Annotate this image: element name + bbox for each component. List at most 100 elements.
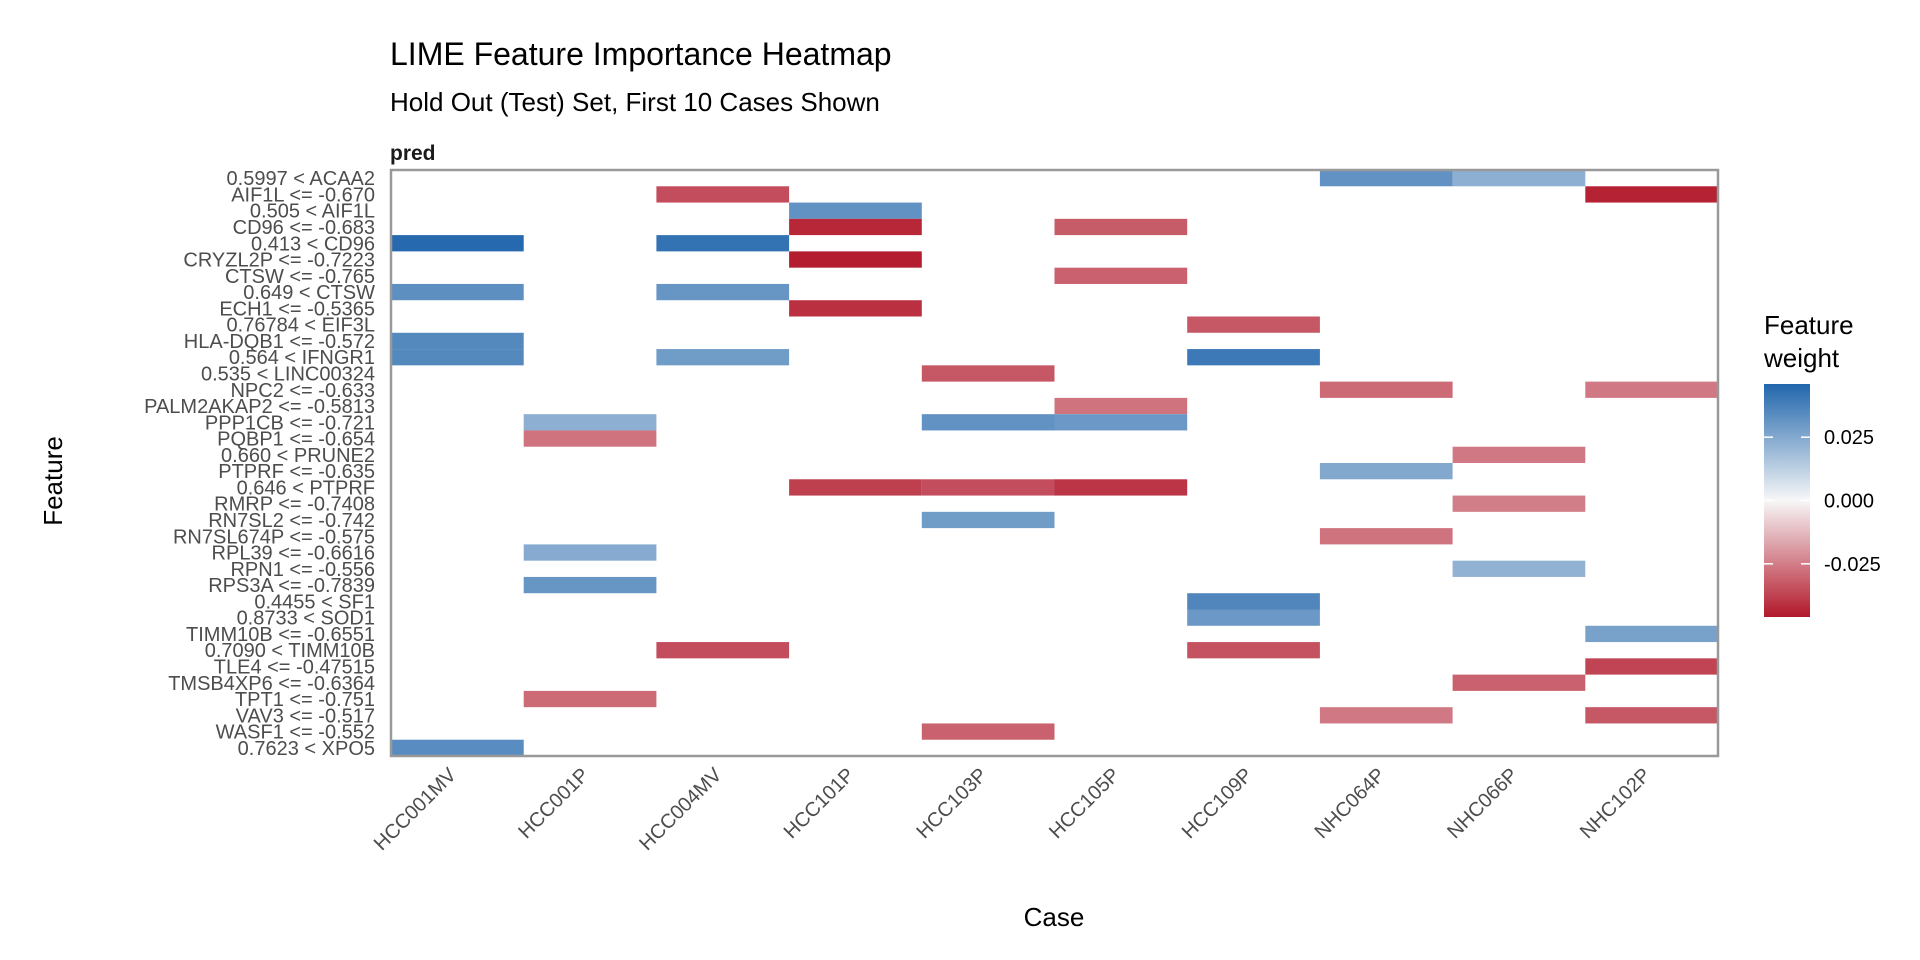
legend-tick-label: -0.025 [1824,554,1881,576]
x-tick-label: HCC101P [780,764,859,843]
y-tick-label: VAV3 <= -0.517 [236,705,375,727]
y-tick-label: 0.646 < PTPRF [237,477,375,499]
heatmap-cell [1054,267,1188,284]
y-tick-label: 0.7090 < TIMM10B [205,640,375,662]
y-tick-label: TMSB4XP6 <= -0.6364 [168,673,375,695]
y-tick-label: 0.4455 < SF1 [254,591,375,613]
heatmap-cell [1585,658,1718,675]
heatmap-cell [1452,674,1586,691]
heatmap-cell [921,479,1055,496]
heatmap-cell [523,690,657,708]
y-tick-label: 0.649 < CTSW [243,282,375,304]
heatmap-cell [1319,707,1453,724]
x-tick-label: NHC102P [1576,764,1655,843]
y-tick-label: 0.8733 < SOD1 [237,608,375,630]
heatmap-cell [523,414,657,431]
heatmap-cell [1319,170,1453,187]
facet-label: pred [390,142,436,165]
legend-tick-label: 0.000 [1824,491,1874,513]
chart-title: LIME Feature Importance Heatmap [390,36,892,72]
heatmap-cell [1054,397,1188,415]
heatmap-cell [1585,707,1718,724]
heatmap-cell [789,218,922,236]
y-tick-label: RN7SL2 <= -0.742 [208,510,375,532]
x-axis-title: Case [1024,902,1085,932]
x-tick-label: HCC103P [912,764,991,843]
heatmap-cell [1054,479,1188,496]
heatmap-cell [523,430,657,447]
panel-border [389,168,1720,758]
x-tick-label: HCC001P [514,764,593,843]
heatmap-cell [1319,463,1453,480]
y-tick-label: RMRP <= -0.7408 [214,494,375,516]
heatmap-cell [921,511,1055,529]
heatmap-cell [1452,170,1586,187]
heatmap-cell [656,235,790,252]
y-tick-label: TLE4 <= -0.47515 [214,656,375,678]
heatmap-cell [391,349,524,366]
y-axis-title: Feature [38,436,68,526]
y-tick-label: PQBP1 <= -0.654 [217,429,375,451]
heatmap-cell [921,414,1055,431]
y-tick-label: RPN1 <= -0.556 [230,559,375,581]
heatmap-cell [1585,186,1718,203]
y-tick-label: ECH1 <= -0.5365 [219,298,375,320]
y-tick-label: TIMM10B <= -0.6551 [186,624,375,646]
chart-subtitle: Hold Out (Test) Set, First 10 Cases Show… [390,87,880,117]
y-tick-label: 0.76784 < EIF3L [227,315,375,337]
y-tick-label: 0.564 < IFNGR1 [229,347,375,369]
heatmap-cell [789,300,922,317]
heatmap-cell [523,576,657,594]
heatmap-cell [921,723,1055,740]
heatmap-cell [1054,414,1188,431]
heatmap-cell [1585,625,1718,643]
y-tick-label: CD96 <= -0.683 [233,217,375,239]
heatmap-cell [391,332,524,350]
heatmap-cell [1452,495,1586,512]
y-tick-label: AIF1L <= -0.670 [231,184,375,206]
y-tick-label: 0.413 < CD96 [251,233,375,255]
heatmap-cell [1187,593,1320,610]
heatmap-cell [1319,528,1453,545]
x-tick-label: HCC109P [1178,764,1257,843]
heatmap-cell [391,739,524,756]
y-tick-label: PTPRF <= -0.635 [218,461,375,483]
heatmap-cell [789,202,922,219]
heatmap-cell [391,283,524,301]
legend-title-line-2: weight [1763,343,1840,373]
x-tick-label: HCC004MV [635,764,726,855]
y-tick-label: HLA-DQB1 <= -0.572 [184,331,375,353]
heatmap-cell [1187,349,1320,366]
y-tick-label: WASF1 <= -0.552 [216,722,375,744]
heatmap-cell [1452,446,1586,463]
y-tick-label: CTSW <= -0.765 [225,266,375,288]
y-tick-label: 0.7623 < XPO5 [238,738,375,760]
legend-title-line-1: Feature [1764,310,1854,340]
heatmap-cell [921,365,1055,382]
heatmap-cell [523,544,657,561]
heatmap-cell [1187,316,1320,333]
y-tick-label: RPL39 <= -0.6616 [212,543,375,565]
heatmap-cell [656,642,790,659]
y-tick-label: RN7SL674P <= -0.575 [173,526,375,548]
x-tick-label: NHC066P [1443,764,1522,843]
legend: Feature weight 0.025 0.000 -0.025 [1763,310,1881,617]
heatmap-cell [656,186,790,203]
heatmap-cell [789,479,922,496]
heatmap-cell [1585,381,1718,398]
y-tick-label: TPT1 <= -0.751 [235,689,375,711]
y-tick-label: 0.535 < LINC00324 [201,363,375,385]
y-tick-label: CRYZL2P <= -0.7223 [183,250,375,272]
legend-tick-label: 0.025 [1824,427,1874,449]
heatmap-cell [789,251,922,268]
y-tick-label: RPS3A <= -0.7839 [208,575,375,597]
heatmap-cell [1054,218,1188,236]
y-tick-label: 0.505 < AIF1L [250,201,375,223]
y-tick-label: PPP1CB <= -0.721 [205,412,375,434]
heatmap-cell [1452,560,1586,577]
heatmap-cell [656,349,790,366]
y-tick-label: 0.660 < PRUNE2 [221,445,375,467]
heatmap-cell [656,283,790,301]
y-tick-label: 0.5997 < ACAA2 [227,168,375,190]
